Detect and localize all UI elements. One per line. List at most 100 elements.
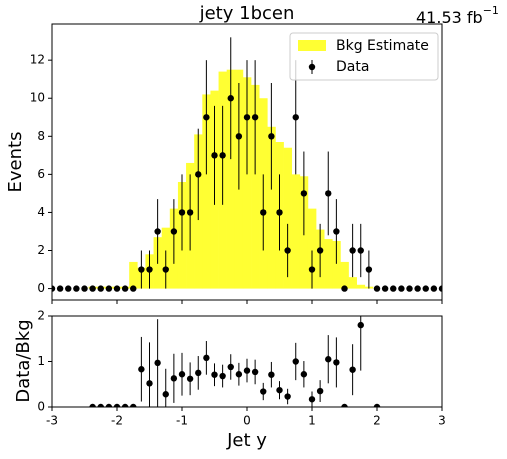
ratio-point: [97, 403, 104, 407]
data-point: [186, 209, 194, 216]
data-point: [170, 228, 178, 235]
legend-label: Data: [336, 59, 369, 75]
ratio-point: [146, 380, 153, 387]
data-point: [349, 247, 356, 254]
ratio-point: [260, 388, 267, 395]
data-point: [251, 114, 259, 121]
ratio-point: [268, 371, 275, 378]
lumi-exponent: −1: [483, 4, 499, 17]
ratio-point: [170, 375, 178, 382]
bkg-bar: [340, 261, 349, 289]
data-point: [308, 266, 316, 273]
data-point: [195, 171, 202, 178]
legend-box: [289, 32, 439, 81]
data-point: [373, 285, 381, 292]
bkg-bar: [226, 69, 236, 289]
ratio-point: [235, 371, 243, 378]
bkg-bar: [356, 284, 366, 289]
data-point: [365, 266, 373, 273]
data-point: [260, 209, 267, 216]
ratio-point: [227, 363, 234, 371]
ratio-point: [178, 371, 186, 378]
ratio-point: [349, 366, 356, 373]
data-point: [422, 285, 429, 292]
data-point: [316, 247, 324, 254]
ratio-y-tick-label: 0: [37, 400, 45, 414]
bkg-bar: [251, 84, 260, 289]
data-point: [243, 114, 251, 121]
bkg-bar: [267, 126, 276, 289]
chart-title: jety 1bcen: [199, 3, 295, 24]
ratio-point: [154, 359, 161, 367]
ratio-point: [211, 371, 218, 378]
y-axis-label: Events: [5, 132, 26, 193]
ratio-point: [276, 386, 283, 394]
ratio-point: [308, 396, 316, 403]
data-point: [211, 152, 218, 159]
data-point: [162, 266, 169, 273]
data-point: [357, 247, 364, 254]
data-point: [146, 266, 153, 273]
data-point: [381, 285, 389, 292]
data-point: [81, 285, 88, 292]
ratio-point: [251, 368, 259, 376]
data-point: [121, 285, 129, 292]
ratio-y-tick-label: 1: [37, 354, 45, 368]
ratio-plot: [89, 316, 381, 407]
data-point: [203, 114, 210, 121]
ratio-point: [203, 354, 210, 362]
bkg-bar: [283, 147, 292, 289]
data-point: [276, 209, 283, 216]
data-point: [105, 285, 113, 292]
y-tick-label: 0: [37, 281, 45, 295]
y-tick-label: 10: [30, 91, 45, 105]
bkg-bar: [332, 240, 341, 289]
data-point: [130, 285, 137, 292]
y-tick-label: 6: [37, 167, 45, 181]
data-point: [341, 285, 348, 292]
ratio-point: [325, 356, 332, 363]
ratio-point: [195, 369, 202, 377]
legend-marker: [308, 63, 316, 71]
ratio-point: [284, 393, 291, 400]
data-point: [325, 190, 332, 197]
data-point: [113, 285, 121, 292]
data-point: [65, 285, 72, 292]
bkg-bar: [307, 208, 317, 289]
data-point: [138, 266, 145, 273]
bkg-bar: [348, 277, 357, 289]
ratio-point: [89, 403, 96, 407]
ratio-y-tick-label: 2: [37, 309, 45, 323]
ratio-point: [186, 375, 194, 382]
ratio-point: [219, 372, 226, 380]
data-point: [89, 285, 96, 292]
x-axis-label: Jet y: [226, 430, 267, 451]
y-tick-label: 4: [37, 205, 45, 219]
ratio-point: [121, 403, 129, 407]
bkg-bar: [129, 261, 138, 289]
data-point: [52, 285, 56, 292]
bkg-bar: [324, 239, 333, 289]
x-tick-label: 2: [373, 414, 381, 428]
data-point: [300, 190, 308, 197]
x-tick-label: -3: [46, 414, 58, 428]
x-tick-label: -1: [176, 414, 188, 428]
data-point: [398, 285, 405, 292]
legend-swatch: [298, 40, 326, 51]
ratio-point: [292, 358, 299, 365]
data-point: [414, 285, 421, 292]
data-point: [73, 285, 80, 292]
data-point: [227, 95, 234, 102]
y-tick-label: 8: [37, 129, 45, 143]
data-point: [292, 114, 299, 121]
data-point: [268, 133, 275, 140]
bkg-bar: [202, 94, 211, 289]
data-point: [97, 285, 104, 292]
lumi: 41.53 fb−1: [416, 4, 499, 27]
ratio-point: [357, 321, 364, 329]
x-tick-label: 0: [243, 414, 251, 428]
x-tick-label: 3: [438, 414, 446, 428]
y-tick-label: 2: [37, 243, 45, 257]
ratio-point: [300, 371, 308, 378]
